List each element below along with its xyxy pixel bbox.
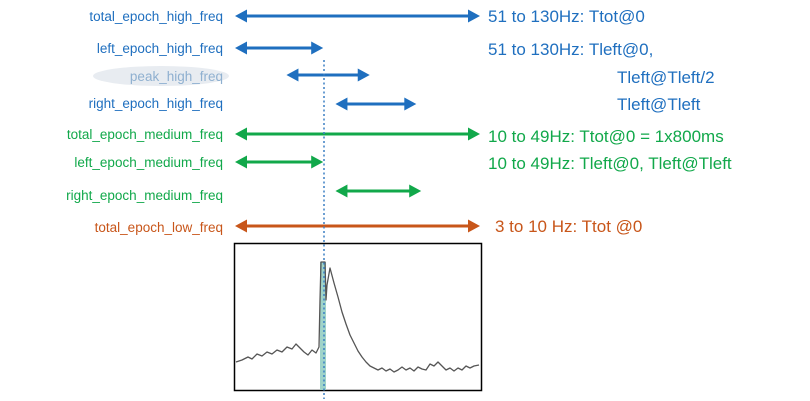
desc-right-epoch-high-freq: Tleft@Tleft xyxy=(617,95,701,114)
arrow-head-left xyxy=(235,127,247,141)
arrow-head-right xyxy=(357,68,370,82)
arrow-head-left xyxy=(235,155,247,169)
arrow-right-epoch-medium-freq xyxy=(335,184,422,198)
waveform-trace xyxy=(235,261,480,373)
row-label-peak-high-freq: peak_high_freq xyxy=(130,69,223,84)
desc-left-epoch-high-freq: 51 to 130Hz: Tleft@0, xyxy=(488,40,653,59)
desc-total-epoch-low-freq: 3 to 10 Hz: Ttot @0 xyxy=(495,217,642,236)
arrow-head-right xyxy=(311,155,324,169)
arrow-left-epoch-medium-freq xyxy=(235,155,324,169)
arrow-head-left xyxy=(286,68,299,82)
arrow-total-epoch-medium-freq xyxy=(235,127,480,141)
arrow-head-right xyxy=(468,219,480,233)
arrow-total-epoch-low-freq xyxy=(235,219,480,233)
waveform-frame xyxy=(233,242,483,392)
desc-total-epoch-medium-freq: 10 to 49Hz: Ttot@0 = 1x800ms xyxy=(488,127,724,146)
arrow-head-left xyxy=(235,219,247,233)
arrow-head-left xyxy=(235,9,247,23)
desc-total-epoch-high-freq: 51 to 130Hz: Ttot@0 xyxy=(488,7,645,26)
arrow-peak-high-freq xyxy=(286,68,370,82)
arrow-total-epoch-high-freq xyxy=(235,9,480,23)
row-label-total-epoch-medium-freq: total_epoch_medium_freq xyxy=(67,127,223,142)
arrow-head-right xyxy=(468,127,480,141)
arrow-head-right xyxy=(468,9,480,23)
row-label-left-epoch-high-freq: left_epoch_high_freq xyxy=(97,41,223,56)
arrow-head-left xyxy=(335,97,348,111)
arrow-head-right xyxy=(409,184,422,198)
arrow-head-left xyxy=(335,184,348,198)
row-label-total-epoch-low-freq: total_epoch_low_freq xyxy=(95,220,223,235)
arrow-right-epoch-high-freq xyxy=(335,97,417,111)
peak-label-highlight xyxy=(93,66,229,86)
arrow-head-left xyxy=(235,41,247,55)
desc-left-epoch-medium-freq: 10 to 49Hz: Tleft@0, Tleft@Tleft xyxy=(488,154,732,173)
row-label-left-epoch-medium-freq: left_epoch_medium_freq xyxy=(74,155,223,170)
arrow-left-epoch-high-freq xyxy=(235,41,324,55)
desc-peak-high-freq: Tleft@Tleft/2 xyxy=(617,68,715,87)
row-label-right-epoch-medium-freq: right_epoch_medium_freq xyxy=(66,188,223,203)
arrow-head-right xyxy=(404,97,417,111)
row-label-right-epoch-high-freq: right_epoch_high_freq xyxy=(89,96,223,111)
arrow-head-right xyxy=(311,41,324,55)
row-label-total-epoch-high-freq: total_epoch_high_freq xyxy=(89,9,223,24)
